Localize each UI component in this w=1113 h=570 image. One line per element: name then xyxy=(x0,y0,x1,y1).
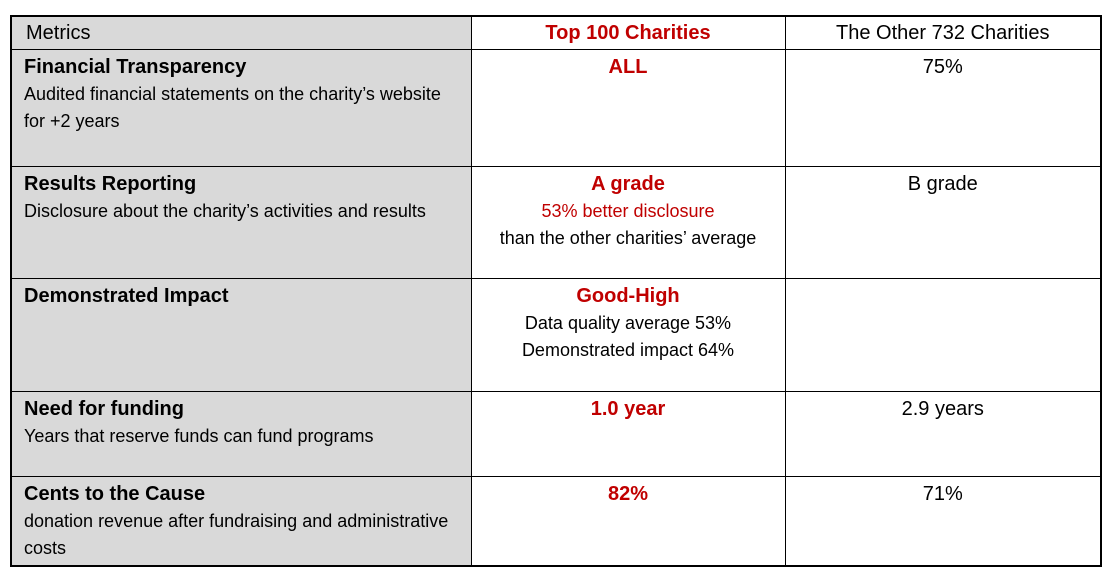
metric-title: Demonstrated Impact xyxy=(24,285,229,307)
metric-title: Financial Transparency xyxy=(24,56,247,78)
metric-cell: Financial Transparency Audited financial… xyxy=(10,49,472,167)
top100-cell: Good-High Data quality average 53% Demon… xyxy=(470,278,786,392)
column-header-others: The Other 732 Charities xyxy=(784,15,1102,50)
metric-description: Audited financial statements on the char… xyxy=(24,84,441,131)
metric-title: Results Reporting xyxy=(24,173,197,195)
metric-title: Need for funding xyxy=(24,398,184,420)
others-value: B grade xyxy=(907,173,978,195)
table-row-demonstrated-impact: Demonstrated Impact Good-High Data quali… xyxy=(10,278,1102,392)
top100-value: A grade xyxy=(591,173,665,195)
table-row-cents-to-the-cause: Cents to the Cause donation revenue afte… xyxy=(10,476,1102,567)
top100-detail: 53% better disclosure xyxy=(541,201,715,221)
top100-value: 82% xyxy=(607,483,649,505)
metric-description: donation revenue after fundraising and a… xyxy=(24,511,449,558)
metric-cell: Cents to the Cause donation revenue afte… xyxy=(10,476,472,567)
top100-value: 1.0 year xyxy=(590,398,666,420)
top100-detail: Data quality average 53% xyxy=(524,313,732,333)
others-value: 2.9 years xyxy=(901,398,984,420)
metric-cell: Demonstrated Impact xyxy=(10,278,472,392)
top100-value: ALL xyxy=(608,56,648,78)
table-row-results-reporting: Results Reporting Disclosure about the c… xyxy=(10,166,1102,279)
metric-description: Years that reserve funds can fund progra… xyxy=(24,426,374,446)
top100-cell: 1.0 year xyxy=(470,391,786,477)
top100-cell: A grade 53% better disclosure than the o… xyxy=(470,166,786,279)
others-cell: 75% xyxy=(784,49,1102,167)
others-value: 75% xyxy=(922,56,963,78)
others-value: 71% xyxy=(922,483,963,505)
table-header-row: Metrics Top 100 Charities The Other 732 … xyxy=(10,15,1102,50)
others-cell: 2.9 years xyxy=(784,391,1102,477)
metric-description: Disclosure about the charity’s activitie… xyxy=(24,201,426,221)
metric-cell: Need for funding Years that reserve fund… xyxy=(10,391,472,477)
top100-detail: Demonstrated impact 64% xyxy=(521,340,735,360)
column-header-metrics: Metrics xyxy=(10,15,472,50)
metric-title: Cents to the Cause xyxy=(24,483,206,505)
charity-comparison-table: Metrics Top 100 Charities The Other 732 … xyxy=(10,15,1102,567)
others-cell xyxy=(784,278,1102,392)
table-row-financial-transparency: Financial Transparency Audited financial… xyxy=(10,49,1102,167)
metric-cell: Results Reporting Disclosure about the c… xyxy=(10,166,472,279)
others-cell: 71% xyxy=(784,476,1102,567)
column-header-top100: Top 100 Charities xyxy=(470,15,786,50)
others-cell: B grade xyxy=(784,166,1102,279)
top100-detail: than the other charities’ average xyxy=(499,228,757,248)
top100-cell: 82% xyxy=(470,476,786,567)
top100-value: Good-High xyxy=(576,285,680,307)
top100-cell: ALL xyxy=(470,49,786,167)
table-row-need-for-funding: Need for funding Years that reserve fund… xyxy=(10,391,1102,477)
